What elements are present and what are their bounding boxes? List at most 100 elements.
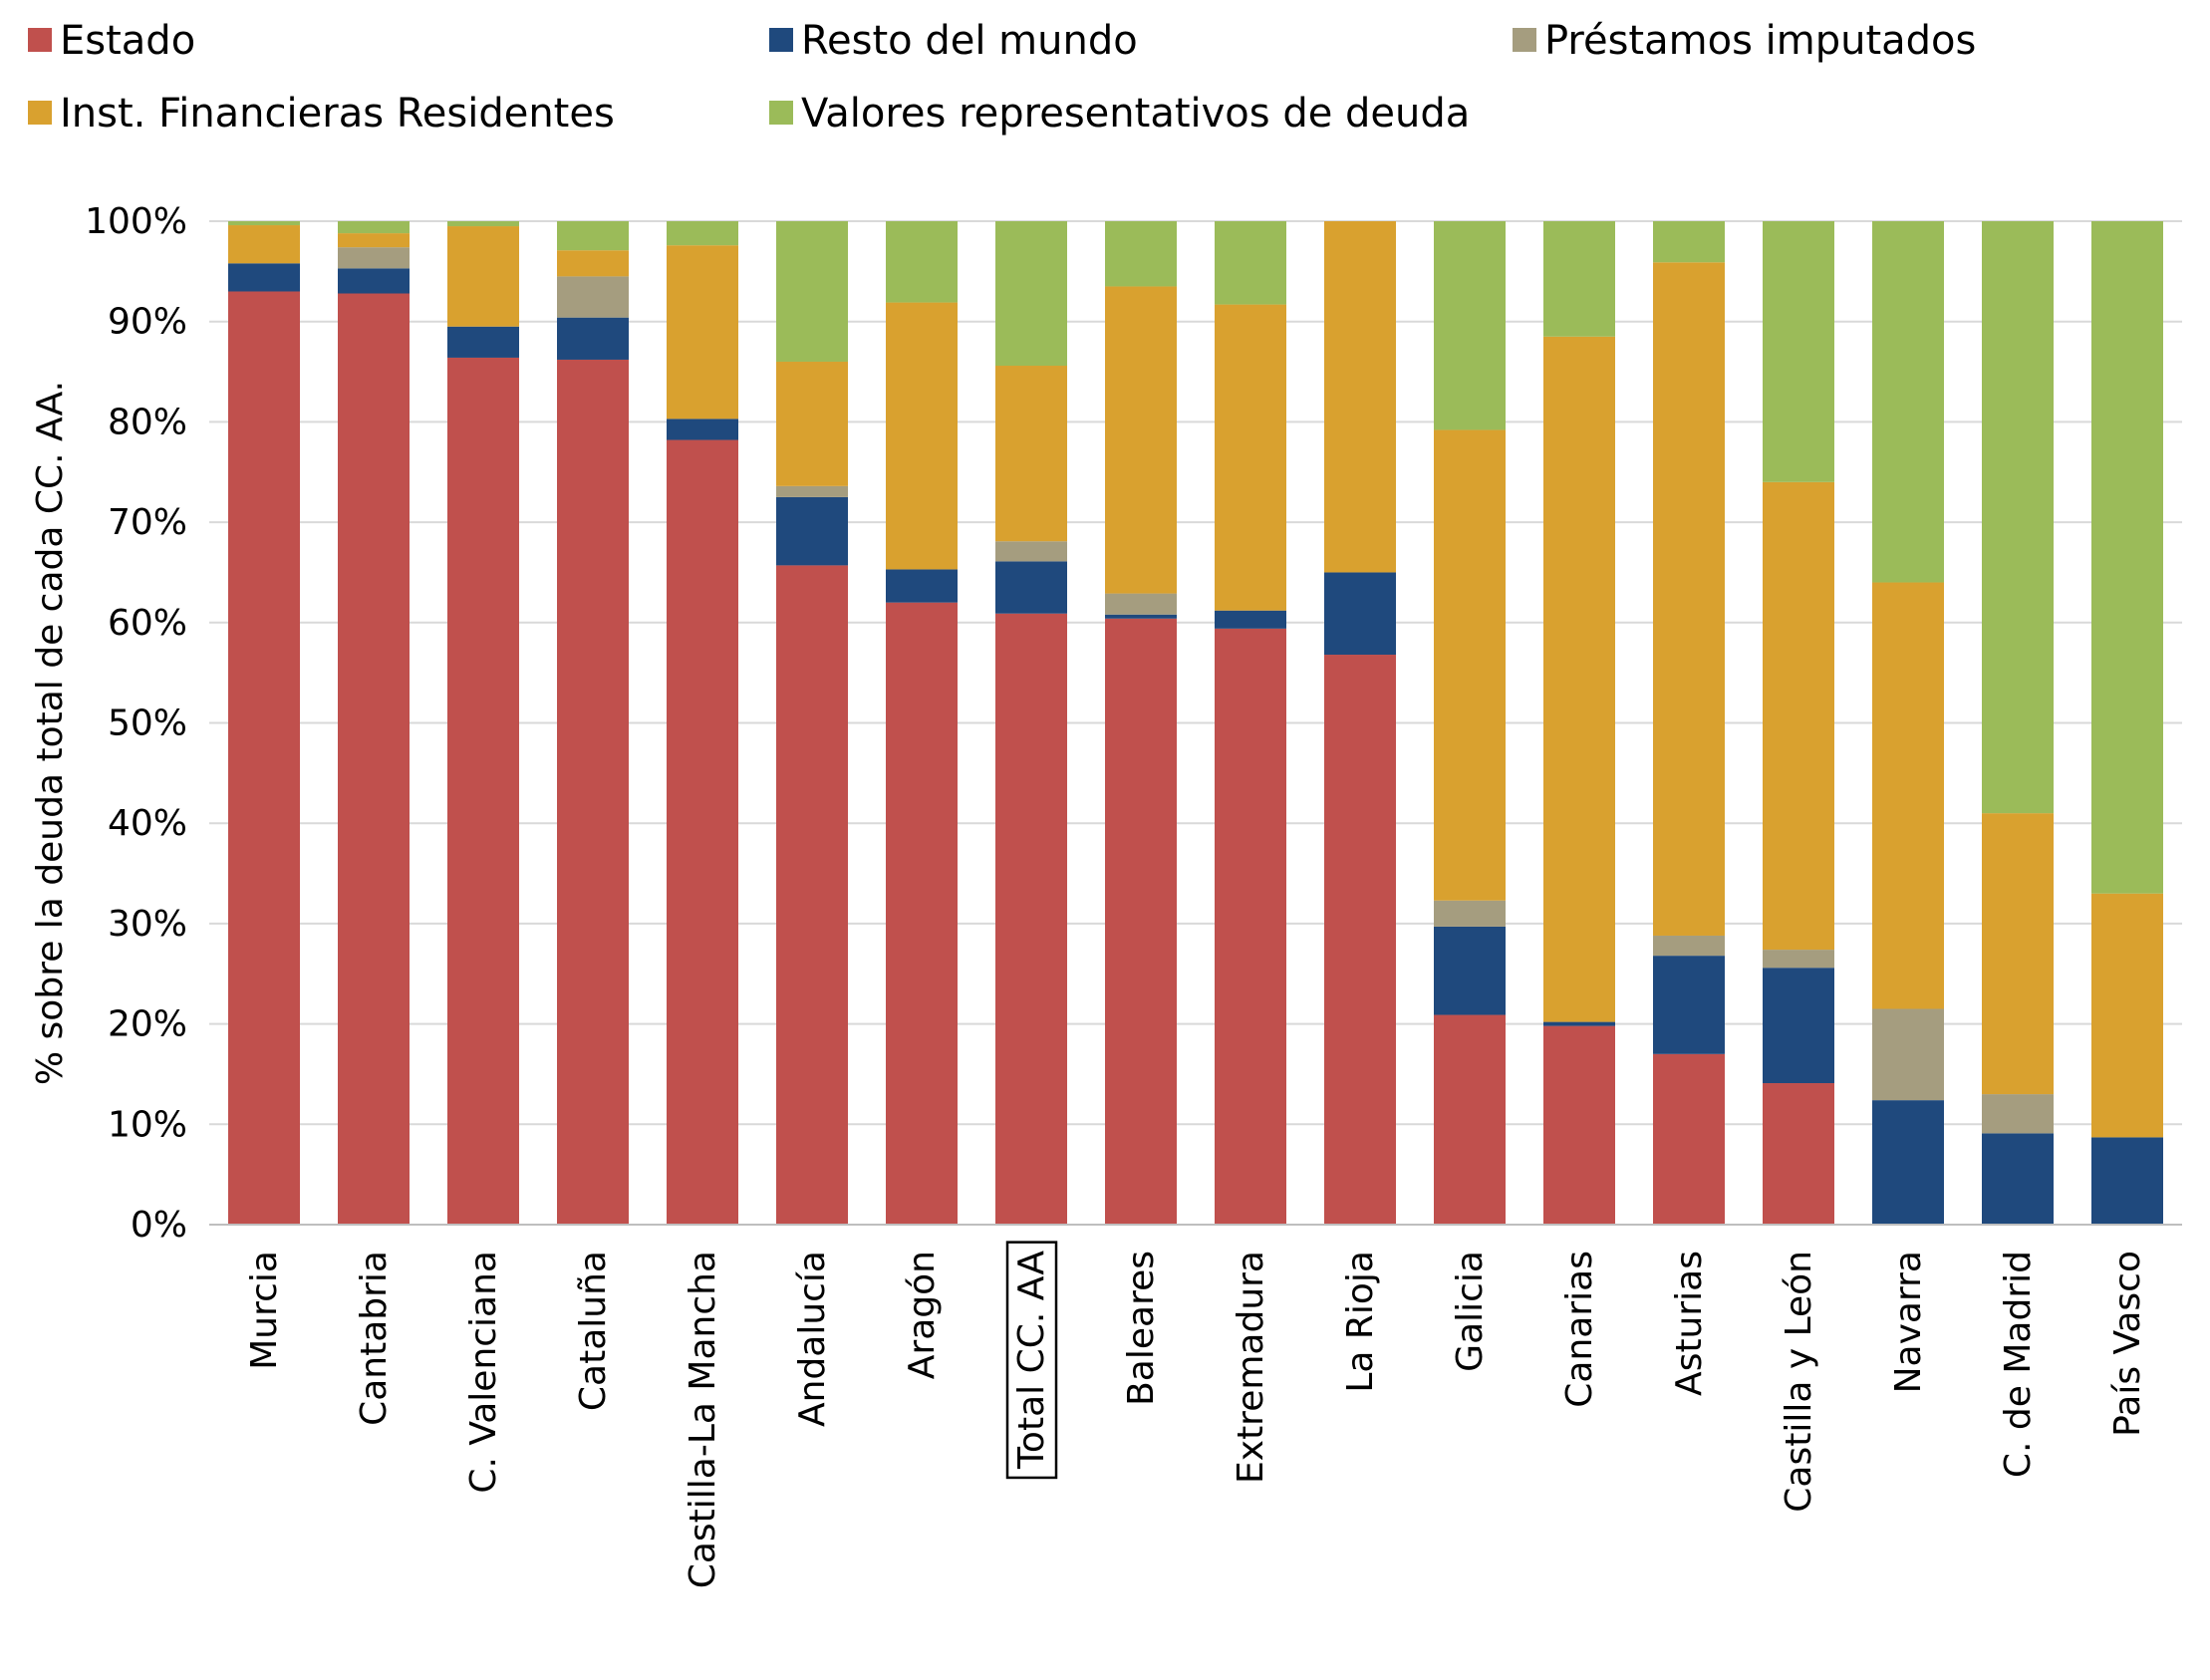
bar-segment-estado — [1215, 628, 1286, 1225]
bar-group-c-valenciana — [447, 221, 519, 1225]
legend-label-resto-del-mundo: Resto del mundo — [801, 18, 1138, 64]
bar-segment-prestamos-imputados — [338, 247, 410, 269]
bar-segment-estado — [1324, 655, 1396, 1225]
bar-segment-resto-del-mundo — [1434, 926, 1506, 1015]
bar-segment-valores-representativos-de-deuda — [447, 221, 519, 227]
legend-label-prestamos-imputados: Préstamos imputados — [1544, 18, 1976, 64]
x-category-label-c-valenciana: C. Valenciana — [463, 1251, 504, 1494]
bar-segment-inst-financieras-residentes — [2091, 893, 2163, 1138]
legend-item-resto-del-mundo: Resto del mundo — [769, 18, 1138, 64]
bar-segment-inst-financieras-residentes — [667, 245, 738, 420]
legend-swatch-valores-representativos-de-deuda — [769, 101, 793, 125]
y-tick-label: 50% — [108, 703, 187, 744]
bar-group-galicia — [1434, 221, 1506, 1225]
bar-segment-valores-representativos-de-deuda — [1872, 221, 1944, 583]
bar-group-total-cc-aa — [995, 221, 1067, 1225]
bar-segment-inst-financieras-residentes — [1763, 481, 1834, 951]
gridlines — [209, 220, 2182, 1126]
bar-segment-valores-representativos-de-deuda — [995, 221, 1067, 367]
bar-segment-estado — [1434, 1014, 1506, 1225]
y-tick-label: 60% — [108, 603, 187, 644]
legend-swatch-estado — [28, 28, 52, 52]
bar-group-navarra — [1872, 221, 1944, 1225]
y-tick-label: 70% — [108, 502, 187, 543]
bar-group-castilla-y-leon — [1763, 221, 1834, 1225]
bar-group-aragon — [886, 221, 958, 1225]
legend-label-inst-financieras-residentes: Inst. Financieras Residentes — [60, 91, 615, 137]
x-category-label-total-cc-aa: Total CC. AA — [1011, 1251, 1052, 1470]
x-category-label-andalucia: Andalucía — [792, 1251, 833, 1427]
bar-group-asturias — [1653, 221, 1725, 1225]
bar-segment-prestamos-imputados — [1434, 900, 1506, 927]
legend-item-inst-financieras-residentes: Inst. Financieras Residentes — [28, 91, 615, 137]
x-category-label-canarias: Canarias — [1559, 1251, 1600, 1408]
legend-item-valores-representativos-de-deuda: Valores representativos de deuda — [769, 91, 1470, 137]
bar-segment-resto-del-mundo — [1653, 956, 1725, 1054]
bar-segment-resto-del-mundo — [1324, 572, 1396, 656]
bar-segment-resto-del-mundo — [1105, 614, 1177, 619]
y-tick-label: 90% — [108, 302, 187, 343]
bar-group-cantabria — [338, 221, 410, 1225]
bar-segment-resto-del-mundo — [1982, 1133, 2054, 1225]
x-axis-categories: Murcia Cantabria C. Valenciana Cataluña Cast… — [244, 1241, 2148, 1588]
x-category-label-pais-vasco: País Vasco — [2107, 1251, 2148, 1437]
bar-segment-prestamos-imputados — [1763, 950, 1834, 969]
bar-segment-inst-financieras-residentes — [1543, 336, 1615, 1022]
bar-segment-inst-financieras-residentes — [557, 250, 629, 277]
bar-segment-inst-financieras-residentes — [1105, 286, 1177, 594]
x-category-label-castilla-la-mancha: Castilla-La Mancha — [683, 1251, 723, 1588]
bar-segment-estado — [667, 439, 738, 1225]
bar-segment-valores-representativos-de-deuda — [1105, 221, 1177, 287]
bar-segment-inst-financieras-residentes — [228, 225, 300, 264]
legend-swatch-prestamos-imputados — [1513, 28, 1536, 52]
bar-segment-valores-representativos-de-deuda — [667, 221, 738, 246]
bar-segment-inst-financieras-residentes — [1434, 429, 1506, 901]
bar-segment-prestamos-imputados — [1872, 1008, 1944, 1101]
bar-segment-inst-financieras-residentes — [1872, 582, 1944, 1009]
bar-group-extremadura — [1215, 221, 1286, 1225]
bar-segment-resto-del-mundo — [557, 317, 629, 360]
bar-segment-prestamos-imputados — [1653, 935, 1725, 957]
y-tick-label: 10% — [108, 1104, 187, 1145]
bar-segment-resto-del-mundo — [1763, 968, 1834, 1084]
bar-segment-inst-financieras-residentes — [1982, 813, 2054, 1095]
legend: Estado Resto del mundo Préstamos imputados… — [28, 18, 1976, 137]
x-category-label-baleares: Baleares — [1121, 1251, 1162, 1406]
legend-label-valores-representativos-de-deuda: Valores representativos de deuda — [801, 91, 1470, 137]
bar-segment-valores-representativos-de-deuda — [1982, 221, 2054, 814]
bars — [228, 221, 2163, 1225]
bar-segment-resto-del-mundo — [2091, 1137, 2163, 1225]
bar-segment-prestamos-imputados — [995, 541, 1067, 562]
bar-segment-inst-financieras-residentes — [1653, 262, 1725, 936]
legend-swatch-resto-del-mundo — [769, 28, 793, 52]
bar-segment-resto-del-mundo — [338, 268, 410, 294]
y-tick-label: 0% — [131, 1205, 187, 1246]
bar-segment-estado — [1763, 1083, 1834, 1225]
bar-segment-estado — [995, 613, 1067, 1225]
bar-segment-inst-financieras-residentes — [338, 233, 410, 248]
x-category-label-extremadura: Extremadura — [1231, 1251, 1271, 1484]
bar-segment-prestamos-imputados — [557, 276, 629, 318]
bar-segment-valores-representativos-de-deuda — [1653, 221, 1725, 263]
x-category-label-cataluna: Cataluña — [573, 1251, 614, 1411]
y-tick-label: 30% — [108, 904, 187, 945]
bar-segment-estado — [228, 291, 300, 1225]
bar-segment-inst-financieras-residentes — [886, 302, 958, 570]
x-category-label-cantabria: Cantabria — [354, 1251, 395, 1426]
bar-segment-valores-representativos-de-deuda — [1434, 221, 1506, 430]
bar-group-murcia — [228, 221, 300, 1225]
bar-group-andalucia — [776, 221, 848, 1225]
highlight-box — [1005, 1241, 1058, 1480]
bar-segment-resto-del-mundo — [447, 326, 519, 358]
x-category-label-c-de-madrid: C. de Madrid — [1998, 1251, 2039, 1478]
bar-group-la-rioja — [1324, 221, 1396, 1225]
bar-segment-valores-representativos-de-deuda — [1543, 221, 1615, 337]
bar-segment-prestamos-imputados — [776, 485, 848, 497]
x-category-label-castilla-y-leon: Castilla y León — [1779, 1251, 1819, 1513]
y-tick-label: 80% — [108, 402, 187, 442]
bar-segment-valores-representativos-de-deuda — [2091, 221, 2163, 894]
bar-segment-inst-financieras-residentes — [776, 361, 848, 486]
bar-segment-inst-financieras-residentes — [1324, 221, 1396, 573]
bar-group-c-de-madrid — [1982, 221, 2054, 1225]
x-category-label-aragon: Aragón — [902, 1251, 943, 1379]
